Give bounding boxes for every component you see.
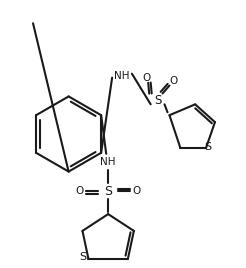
Text: O: O	[169, 76, 178, 85]
Text: S: S	[79, 252, 86, 262]
Text: O: O	[133, 186, 141, 196]
Text: NH: NH	[100, 157, 116, 167]
Text: NH: NH	[114, 71, 130, 81]
Text: O: O	[75, 186, 84, 196]
Text: S: S	[154, 94, 161, 107]
Text: O: O	[143, 73, 151, 83]
Text: S: S	[204, 142, 212, 152]
Text: S: S	[104, 185, 112, 198]
